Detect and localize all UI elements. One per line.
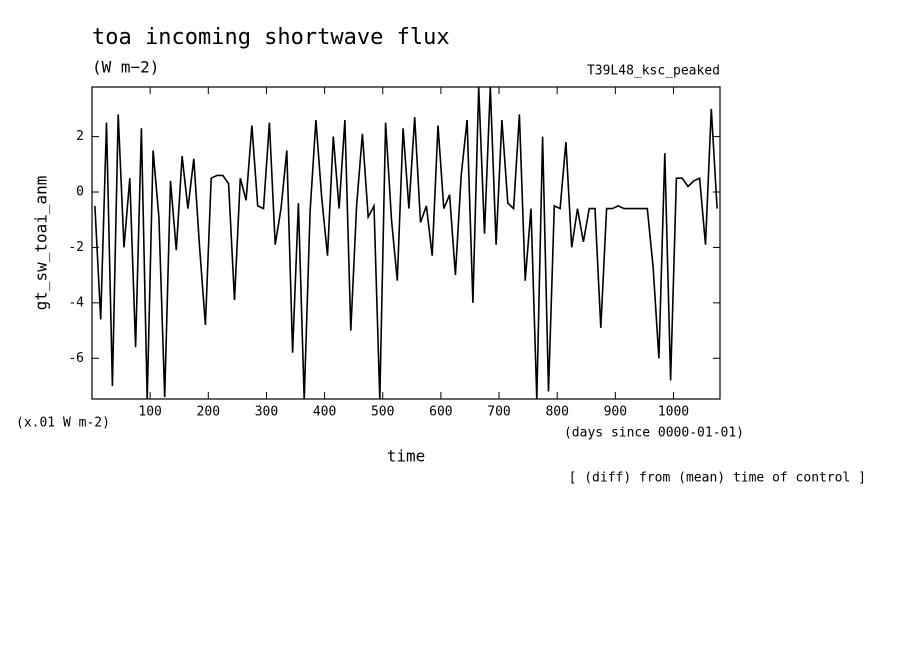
y-unit: (x.01 W m-2) xyxy=(16,416,110,431)
x-tick-label: 1000 xyxy=(658,405,689,420)
x-tick-label: 200 xyxy=(197,405,220,420)
x-axis-label: time xyxy=(387,447,426,466)
subtitle: (W m−2) xyxy=(92,58,159,77)
x-tick-label: 900 xyxy=(604,405,627,420)
x-tick-label: 400 xyxy=(313,405,336,420)
note: [ (diff) from (mean) time of control ] xyxy=(569,471,866,486)
y-tick-label: -2 xyxy=(68,240,84,255)
y-tick-label: 2 xyxy=(76,129,84,144)
plot-frame xyxy=(91,86,721,400)
x-tick-label: 300 xyxy=(255,405,278,420)
x-tick-label: 800 xyxy=(545,405,568,420)
chart-title: toa incoming shortwave flux xyxy=(92,25,450,50)
annotation: T39L48_ksc_peaked xyxy=(587,64,720,79)
x-tick-label: 600 xyxy=(429,405,452,420)
x-tick-label: 500 xyxy=(371,405,394,420)
y-axis-label: gt_sw_toai_anm xyxy=(32,176,51,311)
y-tick-label: -4 xyxy=(68,295,84,310)
data-line xyxy=(94,87,718,399)
y-tick-label: -6 xyxy=(68,351,84,366)
plot-area xyxy=(94,87,718,399)
x-tick-label: 700 xyxy=(487,405,510,420)
x-unit: (days since 0000-01-01) xyxy=(564,426,744,441)
y-tick-label: 0 xyxy=(76,185,84,200)
x-tick-label: 100 xyxy=(138,405,161,420)
